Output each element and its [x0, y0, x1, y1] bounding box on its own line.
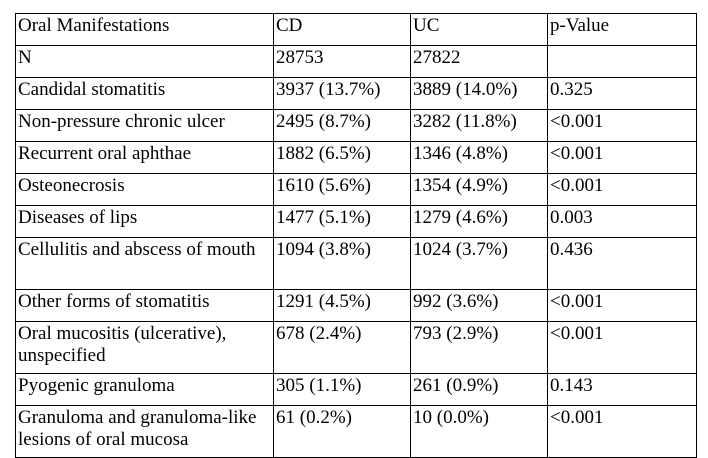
table-row: Diseases of lips 1477 (5.1%) 1279 (4.6%)… — [15, 205, 697, 238]
header-cell: Oral Manifestations — [15, 13, 274, 46]
table-container: Oral Manifestations CD UC p-Value N 2875… — [15, 13, 697, 458]
table-row: Candidal stomatitis 3937 (13.7%) 3889 (1… — [15, 77, 697, 110]
p-value-cell: <0.001 — [547, 141, 697, 174]
row-label-cell: Non-pressure chronic ulcer — [15, 109, 274, 142]
table-header-row: Oral Manifestations CD UC p-Value — [15, 13, 697, 46]
p-value-cell: <0.001 — [547, 405, 697, 458]
table-body: Oral Manifestations CD UC p-Value N 2875… — [15, 13, 697, 458]
uc-value-cell: 1354 (4.9%) — [410, 173, 548, 206]
table-row: Pyogenic granuloma 305 (1.1%) 261 (0.9%)… — [15, 373, 697, 406]
p-value-cell: <0.001 — [547, 289, 697, 322]
p-value-cell — [547, 45, 697, 78]
row-label-cell: Recurrent oral aphthae — [15, 141, 274, 174]
cd-value-cell: 1610 (5.6%) — [273, 173, 411, 206]
table-row: Cellulitis and abscess of mouth 1094 (3.… — [15, 237, 697, 290]
cd-value-cell: 305 (1.1%) — [273, 373, 411, 406]
table-row: Other forms of stomatitis 1291 (4.5%) 99… — [15, 289, 697, 322]
p-value-cell: 0.003 — [547, 205, 697, 238]
row-label-cell: Oral mucositis (ulcerative), unspecified — [15, 321, 274, 374]
cd-value-cell: 2495 (8.7%) — [273, 109, 411, 142]
cd-value-cell: 3937 (13.7%) — [273, 77, 411, 110]
cd-value-cell: 1477 (5.1%) — [273, 205, 411, 238]
table-row: Recurrent oral aphthae 1882 (6.5%) 1346 … — [15, 141, 697, 174]
uc-value-cell: 992 (3.6%) — [410, 289, 548, 322]
header-cell: p-Value — [547, 13, 697, 46]
uc-value-cell: 261 (0.9%) — [410, 373, 548, 406]
table-row: Non-pressure chronic ulcer 2495 (8.7%) 3… — [15, 109, 697, 142]
row-label-cell: Other forms of stomatitis — [15, 289, 274, 322]
p-value-cell: 0.325 — [547, 77, 697, 110]
row-label-cell: Cellulitis and abscess of mouth — [15, 237, 274, 290]
uc-value-cell: 10 (0.0%) — [410, 405, 548, 458]
uc-value-cell: 1279 (4.6%) — [410, 205, 548, 238]
uc-value-cell: 1346 (4.8%) — [410, 141, 548, 174]
row-label-cell: Diseases of lips — [15, 205, 274, 238]
row-label-cell: Candidal stomatitis — [15, 77, 274, 110]
table-row: Granuloma and granuloma-like lesions of … — [15, 405, 697, 458]
cd-value-cell: 1291 (4.5%) — [273, 289, 411, 322]
uc-value-cell: 27822 — [410, 45, 548, 78]
uc-value-cell: 1024 (3.7%) — [410, 237, 548, 290]
p-value-cell: <0.001 — [547, 321, 697, 374]
uc-value-cell: 3282 (11.8%) — [410, 109, 548, 142]
table-row: N 28753 27822 — [15, 45, 697, 78]
row-label-cell: Osteonecrosis — [15, 173, 274, 206]
p-value-cell: <0.001 — [547, 109, 697, 142]
p-value-cell: 0.436 — [547, 237, 697, 290]
row-label-cell: Pyogenic granuloma — [15, 373, 274, 406]
header-cell: CD — [273, 13, 411, 46]
cd-value-cell: 1094 (3.8%) — [273, 237, 411, 290]
cd-value-cell: 678 (2.4%) — [273, 321, 411, 374]
row-label-cell: Granuloma and granuloma-like lesions of … — [15, 405, 274, 458]
row-label-cell: N — [15, 45, 274, 78]
cd-value-cell: 1882 (6.5%) — [273, 141, 411, 174]
table-row: Oral mucositis (ulcerative), unspecified… — [15, 321, 697, 374]
p-value-cell: 0.143 — [547, 373, 697, 406]
uc-value-cell: 793 (2.9%) — [410, 321, 548, 374]
p-value-cell: <0.001 — [547, 173, 697, 206]
uc-value-cell: 3889 (14.0%) — [410, 77, 548, 110]
cd-value-cell: 28753 — [273, 45, 411, 78]
table-row: Osteonecrosis 1610 (5.6%) 1354 (4.9%) <0… — [15, 173, 697, 206]
cd-value-cell: 61 (0.2%) — [273, 405, 411, 458]
header-cell: UC — [410, 13, 548, 46]
oral-manifestations-table: Oral Manifestations CD UC p-Value N 2875… — [15, 13, 697, 458]
